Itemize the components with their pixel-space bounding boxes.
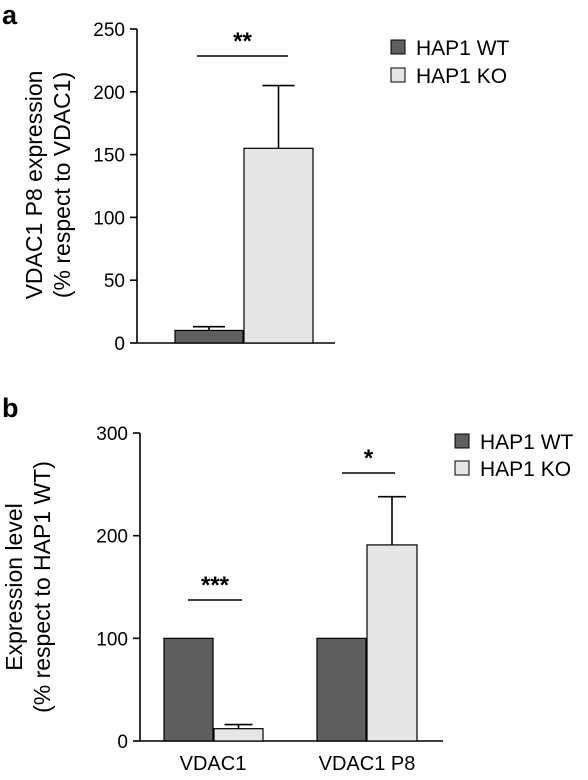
y-tick-label: 100	[93, 208, 125, 229]
panel-b: b Expression level (% respect to HAP1 WT…	[1, 393, 574, 775]
panel-a-letter: a	[2, 0, 18, 30]
y-tick-label: 50	[104, 271, 125, 292]
bar-ko	[366, 544, 418, 742]
panel-a-ylabel: VDAC1 P8 expression (% respect to VDAC1)	[21, 71, 75, 300]
bar-ko	[213, 728, 264, 742]
legend-swatch-ko	[390, 67, 406, 83]
bar-wt	[316, 637, 367, 742]
y-tick-label: 200	[93, 83, 125, 104]
significance-label: **	[233, 28, 252, 55]
x-category-label: VDAC1 P8	[319, 753, 416, 775]
error-bar	[224, 723, 253, 729]
panel-a-legend: HAP1 WT HAP1 KO	[390, 37, 510, 88]
y-tick-label: 200	[96, 527, 128, 548]
significance-label: *	[364, 445, 374, 472]
legend-label-ko: HAP1 KO	[480, 458, 571, 481]
significance-label: ***	[201, 572, 230, 599]
legend-label-ko: HAP1 KO	[416, 65, 507, 88]
y-tick-label: 150	[93, 146, 125, 167]
error-bar	[378, 495, 406, 545]
panel-b-ylabel: Expression level (% respect to HAP1 WT)	[1, 461, 55, 713]
panel-b-ylabel-line1: Expression level	[1, 503, 27, 670]
bar-wt	[163, 637, 214, 742]
panel-b-letter: b	[2, 393, 19, 423]
bar-wt	[174, 329, 244, 344]
x-category-label: VDAC1	[180, 753, 247, 775]
panel-b-ylabel-line2: (% respect to HAP1 WT)	[29, 461, 55, 713]
panel-a: a VDAC1 P8 expression (% respect to VDAC…	[2, 0, 510, 355]
panel-a-ylabel-line1: VDAC1 P8 expression	[21, 71, 47, 300]
legend-label-wt: HAP1 WT	[416, 37, 510, 60]
panel-b-legend: HAP1 WT HAP1 KO	[454, 431, 574, 481]
y-tick-label: 100	[96, 629, 128, 650]
legend-swatch-wt	[454, 433, 470, 449]
y-tick-label: 300	[96, 424, 128, 445]
y-tick-label: 0	[114, 334, 125, 355]
bar-ko	[243, 147, 314, 344]
y-tick-label: 250	[93, 20, 125, 41]
legend-label-wt: HAP1 WT	[480, 431, 574, 454]
error-bar	[262, 84, 295, 149]
legend-swatch-wt	[390, 39, 406, 55]
panel-a-ylabel-line2: (% respect to VDAC1)	[49, 72, 75, 298]
error-bar	[193, 325, 225, 331]
legend-swatch-ko	[454, 460, 470, 476]
y-tick-label: 0	[117, 732, 128, 753]
